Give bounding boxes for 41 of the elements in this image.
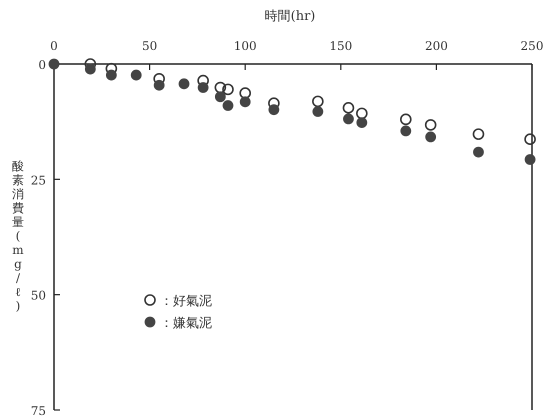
point [400,125,412,136]
point [356,108,368,120]
x-tick-label: 150 [329,39,352,53]
point [343,114,354,124]
point [84,64,96,74]
point [178,78,190,90]
point [472,128,484,140]
text: 酸素消費量(mg/ℓ) [12,159,24,313]
point [130,70,142,80]
legend-label: ：好氣泥 [160,294,212,309]
point [106,70,117,80]
point [424,119,436,131]
point [473,146,484,158]
point [400,114,412,126]
point [524,154,536,165]
x-tick-label: 250 [520,39,544,53]
point [222,100,234,111]
x-tick-label: 0 [50,39,58,53]
point [268,104,280,116]
point [239,87,251,99]
y-tick-label: 50 [30,288,46,303]
point [214,91,226,102]
point [312,106,324,117]
y-tick-label: 25 [30,173,46,188]
point [356,117,368,128]
x-tick-label: 50 [142,39,158,53]
point [240,96,251,108]
x-tick-label: 100 [234,39,257,53]
y-tick-label: 0 [38,58,46,72]
point [222,84,234,96]
y-tick-label: 75 [30,404,46,418]
point [214,82,226,94]
point [154,80,165,91]
point [312,96,324,108]
point [524,133,536,145]
x-axis-title: 時間(hr) [264,9,316,24]
point [198,82,209,93]
legend-label: ：嫌氣泥 [160,316,212,331]
x-tick-label: 200 [424,39,448,53]
point [425,131,436,142]
point [342,102,354,114]
